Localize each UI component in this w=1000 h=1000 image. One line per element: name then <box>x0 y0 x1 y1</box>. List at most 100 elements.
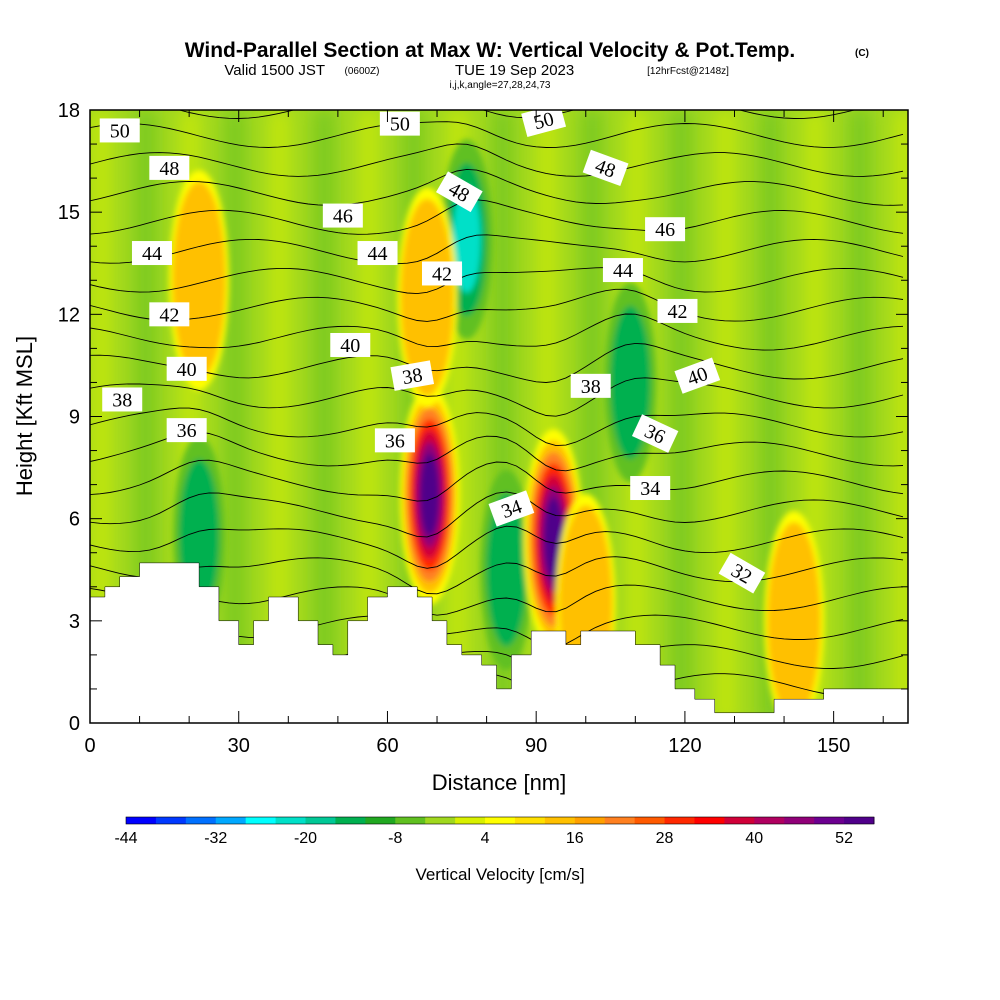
valid-utc: (0600Z) <box>344 66 379 77</box>
theta-contour-line <box>90 459 904 502</box>
colorbar-tick-label: -8 <box>388 830 402 847</box>
contour-label-bg <box>645 217 686 242</box>
colorbar-swatch <box>784 817 815 824</box>
contour-label-text: 42 <box>667 301 687 323</box>
y-tick-label: 6 <box>69 509 80 531</box>
contour-label-bg <box>149 302 190 327</box>
contour-label-text: 34 <box>640 478 660 500</box>
contour-label-bg <box>322 203 363 228</box>
colorbar-swatch <box>305 817 336 824</box>
colorbar-swatch <box>395 817 426 824</box>
contour-label: 50 <box>379 111 420 136</box>
theta-contour-line <box>90 407 904 447</box>
colorbar-swatch <box>485 817 516 824</box>
colorbar-swatch <box>425 817 456 824</box>
contour-label-bg <box>718 552 766 594</box>
colorbar-swatch <box>754 817 785 824</box>
y-tick-label: 0 <box>69 713 80 735</box>
colorbar-swatch <box>604 817 636 824</box>
colorbar-swatch <box>335 817 366 824</box>
contour-label-bg <box>657 298 698 323</box>
contour-label-bg <box>674 357 721 394</box>
colorbar-swatch <box>365 817 396 824</box>
theta-contour-line <box>90 199 904 235</box>
contour-label: 46 <box>645 217 686 242</box>
x-tick-label: 30 <box>228 735 250 757</box>
field-streak <box>313 110 336 723</box>
contour-label: 38 <box>570 373 611 398</box>
colorbar-frame <box>125 816 875 825</box>
contour-label-bg <box>166 418 207 443</box>
contour-label: 48 <box>582 149 629 187</box>
colorbar-swatch <box>275 817 307 824</box>
contour-label-bg <box>631 414 679 453</box>
theta-contour-line <box>90 491 904 538</box>
y-tick-label: 9 <box>69 407 80 429</box>
contour-label-bg <box>421 261 462 286</box>
theta-contour-line <box>90 431 904 472</box>
theta-contour-line <box>90 342 904 383</box>
colorbar: -44 -32 -20 -8 4 16 28 40 52 <box>114 816 875 847</box>
x-tick-label: 150 <box>817 735 850 757</box>
colorbar-swatch <box>544 817 576 824</box>
theta-contour-line <box>90 584 904 616</box>
theta-contour-line <box>90 288 904 322</box>
colorbar-tick-label: 52 <box>835 830 853 847</box>
contour-label-text: 36 <box>385 430 405 452</box>
contour-label-bg <box>102 387 143 412</box>
contour-label: 44 <box>602 258 643 283</box>
updraft-cell <box>544 497 563 581</box>
colorbar-tick-label: 16 <box>566 830 584 847</box>
contour-label-bg <box>149 155 190 180</box>
contour-label-text: 42 <box>159 304 179 326</box>
contour-label-bg <box>99 118 140 143</box>
theta-contour-line <box>90 234 904 265</box>
contour-label-text: 36 <box>177 420 197 442</box>
y-tick-label: 18 <box>58 100 80 122</box>
colorbar-swatch <box>215 817 247 824</box>
field-streak <box>670 110 693 723</box>
contour-label-bg <box>436 171 483 213</box>
contour-label-bg <box>166 356 207 381</box>
colorbar-swatch <box>185 817 217 824</box>
contour-label-text: 42 <box>432 263 452 285</box>
colorbar-tick-label: -32 <box>204 830 227 847</box>
contour-label-bg <box>602 258 643 283</box>
theta-contour-line <box>90 313 904 351</box>
contour-label-text: 38 <box>112 389 132 411</box>
contour-label: 50 <box>521 103 567 137</box>
contour-label-text: 40 <box>177 359 197 381</box>
x-tick-label: 0 <box>84 735 95 757</box>
contour-label: 36 <box>166 418 207 443</box>
colorbar-swatch <box>694 817 725 824</box>
index-info: i,j,k,angle=27,28,24,73 <box>450 80 551 91</box>
y-tick-label: 12 <box>58 304 80 326</box>
colorbar-swatch <box>514 817 546 824</box>
colorbar-tick-label: -20 <box>294 830 317 847</box>
x-tick-label: 120 <box>668 735 701 757</box>
field-streak <box>223 110 247 723</box>
downdraft-cell <box>486 493 527 647</box>
updraft-cell <box>400 198 454 396</box>
contour-label-text: 38 <box>401 364 425 389</box>
theta-contour-line <box>177 110 857 119</box>
contour-label: 42 <box>657 298 698 323</box>
colorbar-swatch <box>245 817 277 824</box>
colorbar-swatch <box>155 817 187 824</box>
contour-label-bg <box>570 373 611 398</box>
contour-label-bg <box>630 476 671 501</box>
theta-contour-line <box>90 143 904 177</box>
colorbar-swatch <box>814 817 845 824</box>
chart-title: Wind-Parallel Section at Max W: Vertical… <box>185 39 796 62</box>
contour-label-bg <box>521 103 567 137</box>
y-tick-label: 15 <box>58 202 80 224</box>
contour-label-bg <box>488 490 535 527</box>
theta-contour-line <box>90 267 904 295</box>
contour-label: 44 <box>357 241 398 266</box>
contour-label-text: 44 <box>613 260 633 282</box>
contour-label-bg <box>379 111 420 136</box>
contour-label-bg <box>374 428 415 453</box>
contour-label-text: 46 <box>655 219 675 241</box>
